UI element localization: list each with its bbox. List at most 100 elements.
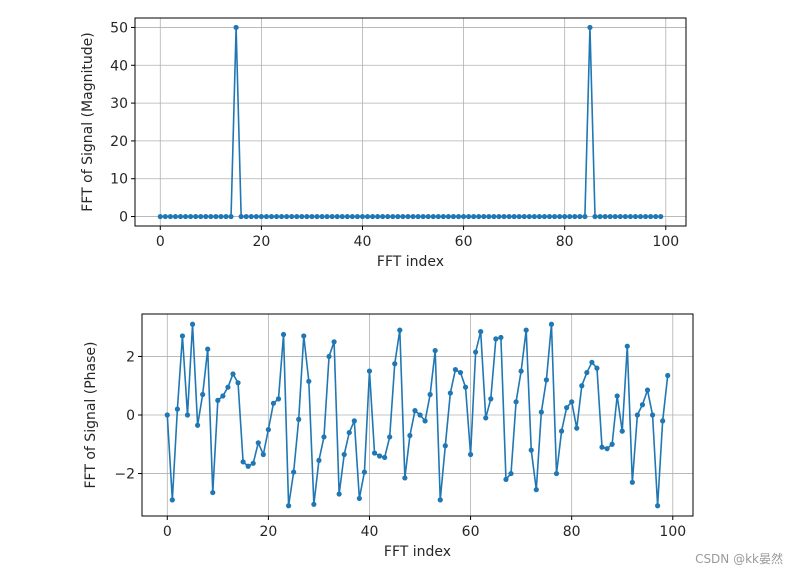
data-point <box>558 428 565 434</box>
data-point <box>356 495 362 502</box>
data-point <box>569 399 575 405</box>
data-point <box>644 387 651 393</box>
data-point <box>316 457 322 463</box>
data-point <box>198 213 204 220</box>
y-tick-label: 10 <box>110 172 128 188</box>
magnitude-plot: 0 20 40 60 80 100 0 10 20 30 40 50 FFT index FFT of S… <box>80 17 687 270</box>
data-point <box>172 213 179 220</box>
data-point <box>553 470 560 477</box>
y-axis-label: FFT of Signal (Magnitude) <box>80 32 96 211</box>
data-point <box>440 213 446 220</box>
data-point <box>361 469 368 475</box>
data-point <box>579 383 585 389</box>
y-tick-label: 30 <box>110 96 128 112</box>
data-point <box>435 213 441 220</box>
data-point <box>205 346 211 352</box>
data-point <box>164 412 170 418</box>
data-point <box>506 213 512 220</box>
data-point <box>280 331 287 338</box>
data-point <box>376 453 383 459</box>
data-point <box>503 476 509 483</box>
x-tick-label: 100 <box>652 234 679 250</box>
data-point <box>521 213 527 220</box>
data-point <box>346 429 352 436</box>
data-point <box>218 213 224 220</box>
data-point <box>597 213 603 220</box>
data-point <box>369 213 376 220</box>
data-point <box>629 479 635 485</box>
data-point <box>364 213 371 220</box>
data-point <box>354 213 361 220</box>
data-point <box>189 321 196 327</box>
data-point <box>452 367 459 373</box>
data-point <box>634 412 640 418</box>
data-point <box>523 327 529 333</box>
data-point <box>351 418 357 424</box>
data-point <box>501 213 507 220</box>
data-point <box>213 213 219 220</box>
data-point <box>415 213 421 220</box>
data-point <box>215 397 221 403</box>
data-point <box>228 213 234 220</box>
data-point <box>304 213 310 220</box>
data-point <box>526 213 532 220</box>
data-point <box>179 333 186 339</box>
y-tick-label: −2 <box>114 467 135 483</box>
data-point <box>344 213 350 220</box>
data-point <box>400 213 406 220</box>
data-point <box>410 213 416 220</box>
data-point <box>508 470 514 477</box>
y-tick-label: 2 <box>126 349 135 365</box>
data-point <box>417 412 423 418</box>
data-point <box>412 408 418 414</box>
data-point <box>488 396 494 402</box>
data-point <box>481 213 487 220</box>
data-point <box>174 406 180 412</box>
data-point <box>466 213 472 220</box>
data-point <box>639 402 646 408</box>
data-point <box>326 353 332 360</box>
data-point <box>167 213 173 220</box>
data-point <box>491 213 497 220</box>
data-point <box>617 213 623 220</box>
data-point <box>380 213 386 220</box>
data-point <box>592 213 598 220</box>
data-point <box>235 380 241 386</box>
data-point <box>473 349 479 355</box>
data-point <box>294 213 300 220</box>
data-point <box>467 451 474 458</box>
data-point <box>301 333 307 339</box>
x-tick-label: 60 <box>455 234 473 250</box>
data-point <box>513 399 519 405</box>
x-tick-label: 40 <box>354 234 372 250</box>
data-line <box>160 27 661 218</box>
data-point <box>203 213 209 220</box>
data-point <box>572 213 578 220</box>
data-point <box>382 454 388 461</box>
data-point <box>240 459 246 465</box>
data-point <box>614 393 620 399</box>
data-point <box>402 475 408 481</box>
data-point <box>496 213 502 220</box>
x-tick-label: 100 <box>659 524 686 540</box>
x-tick-label: 0 <box>156 234 165 250</box>
data-point <box>255 440 261 446</box>
data-point <box>589 359 595 365</box>
data-point <box>642 213 649 220</box>
data-point <box>624 343 630 349</box>
data-point <box>604 446 610 452</box>
x-tick-label: 40 <box>361 524 379 540</box>
data-point <box>306 378 312 384</box>
data-point <box>541 213 548 220</box>
data-point <box>311 501 317 507</box>
data-point <box>632 213 639 220</box>
data-point <box>551 213 558 220</box>
data-point <box>375 213 381 220</box>
data-point <box>457 369 464 376</box>
data-point <box>299 213 305 220</box>
data-point <box>648 213 654 220</box>
data-point <box>258 213 264 220</box>
data-point <box>548 321 555 327</box>
data-point <box>245 463 251 469</box>
data-point <box>574 425 580 431</box>
